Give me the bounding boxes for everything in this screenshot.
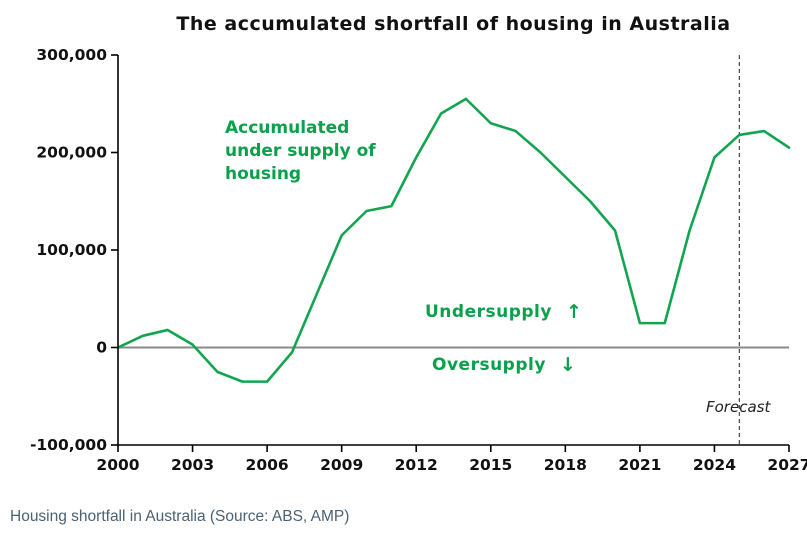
down-arrow-icon: ↓ [559,354,577,376]
series-annotation: Accumulated under supply of housing [225,117,376,186]
undersupply-annotation: Undersupply ↑ [425,301,582,323]
housing-shortfall-chart: 300,000 200,000 100,000 0 -100,000 2000 2003 20… [30,46,807,474]
y-tick-label: -100,000 [30,436,107,454]
x-tick-label: 2000 [96,456,139,474]
x-tick-label: 2003 [171,456,214,474]
series-annotation-line2: under supply of [225,141,376,161]
y-tick-label: 0 [96,339,107,357]
oversupply-label: Oversupply [432,355,546,375]
x-tick-label: 2024 [693,456,736,474]
up-arrow-icon: ↑ [565,301,583,323]
oversupply-annotation: Oversupply ↓ [432,354,576,376]
x-tick-label: 2015 [469,456,512,474]
series-line [116,97,791,383]
chart-title: The accumulated shortfall of housing in … [176,13,731,35]
y-tick-label: 200,000 [36,144,107,162]
undersupply-label: Undersupply [425,302,552,322]
x-tick-label: 2018 [544,456,587,474]
x-tick-label: 2006 [246,456,289,474]
x-tick-label: 2009 [320,456,363,474]
figure-caption: Housing shortfall in Australia (Source: … [10,508,350,525]
y-tick-label: 300,000 [36,46,107,64]
x-tick-label: 2021 [618,456,661,474]
x-tick-label: 2012 [395,456,438,474]
forecast-label: Forecast [706,398,771,416]
series-annotation-line3: housing [225,164,302,184]
y-tick-label: 100,000 [36,241,107,259]
series-annotation-line1: Accumulated [225,118,350,138]
x-tick-label: 2027 [767,456,807,474]
